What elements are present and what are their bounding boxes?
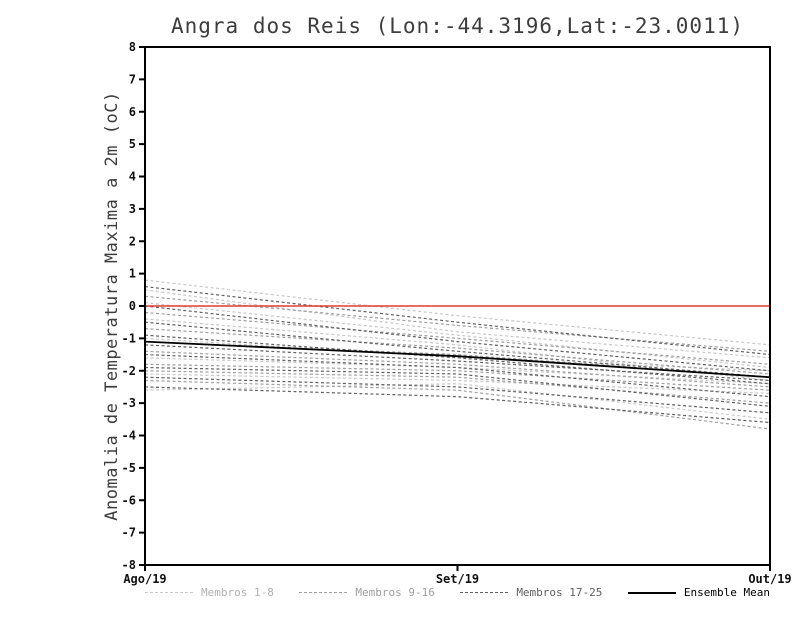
member-line (144, 383, 771, 420)
y-tick-label: 2 (129, 234, 136, 248)
y-tick-label: -3 (122, 396, 136, 410)
legend-label: Membros 1-8 (201, 586, 274, 599)
legend-line-sample (460, 592, 509, 593)
member-line (144, 279, 771, 346)
member-line (144, 379, 771, 430)
member-line (144, 311, 771, 365)
y-tick-label: 1 (129, 267, 136, 281)
legend-item: Membros 1-8 (145, 586, 274, 599)
y-tick-label: -2 (122, 364, 136, 378)
legend-item: Membros 9-16 (299, 586, 435, 599)
legend-line-sample (145, 592, 193, 593)
y-tick-label: -7 (122, 526, 136, 540)
ensemble-mean-line (144, 340, 771, 379)
legend-item: Membros 17-25 (460, 586, 602, 599)
legend-line-sample (627, 591, 676, 594)
chart-legend: Membros 1-8 Membros 9-16 Membros 17-25 Ense… (145, 586, 770, 599)
member-line (144, 366, 771, 407)
member-line (144, 376, 771, 414)
x-tick-label: Ago/19 (123, 572, 166, 586)
legend-label: Membros 17-25 (516, 586, 603, 599)
legend-label: Membros 9-16 (355, 586, 435, 599)
member-line (144, 341, 771, 378)
legend-line-sample (299, 592, 348, 593)
member-line (144, 305, 771, 372)
legend-item: Ensemble Mean (627, 586, 770, 599)
legend-label: Ensemble Mean (683, 586, 770, 599)
y-tick-label: 7 (129, 72, 136, 86)
y-tick-label: -8 (122, 558, 136, 572)
y-tick-label: 4 (129, 170, 136, 184)
y-tick-label: 0 (129, 299, 136, 313)
x-tick-label: Out/19 (748, 572, 791, 586)
member-line (144, 363, 771, 391)
y-tick-label: -5 (122, 461, 136, 475)
member-line (144, 285, 771, 356)
member-line (144, 289, 771, 359)
page-title: Angra dos Reis (Lon:-44.3196,Lat:-23.001… (170, 14, 744, 38)
member-line (144, 321, 771, 378)
y-tick-label: -1 (122, 331, 136, 345)
y-tick-label: -4 (122, 429, 136, 443)
y-tick-label: 6 (129, 105, 136, 119)
member-line (144, 386, 771, 424)
x-tick-label: Set/19 (436, 572, 479, 586)
member-line (144, 302, 771, 369)
y-tick-label: -6 (122, 493, 136, 507)
y-tick-label: 3 (129, 202, 136, 216)
y-tick-label: 8 (129, 40, 136, 54)
member-line (144, 295, 771, 352)
y-tick-label: 5 (129, 137, 136, 151)
